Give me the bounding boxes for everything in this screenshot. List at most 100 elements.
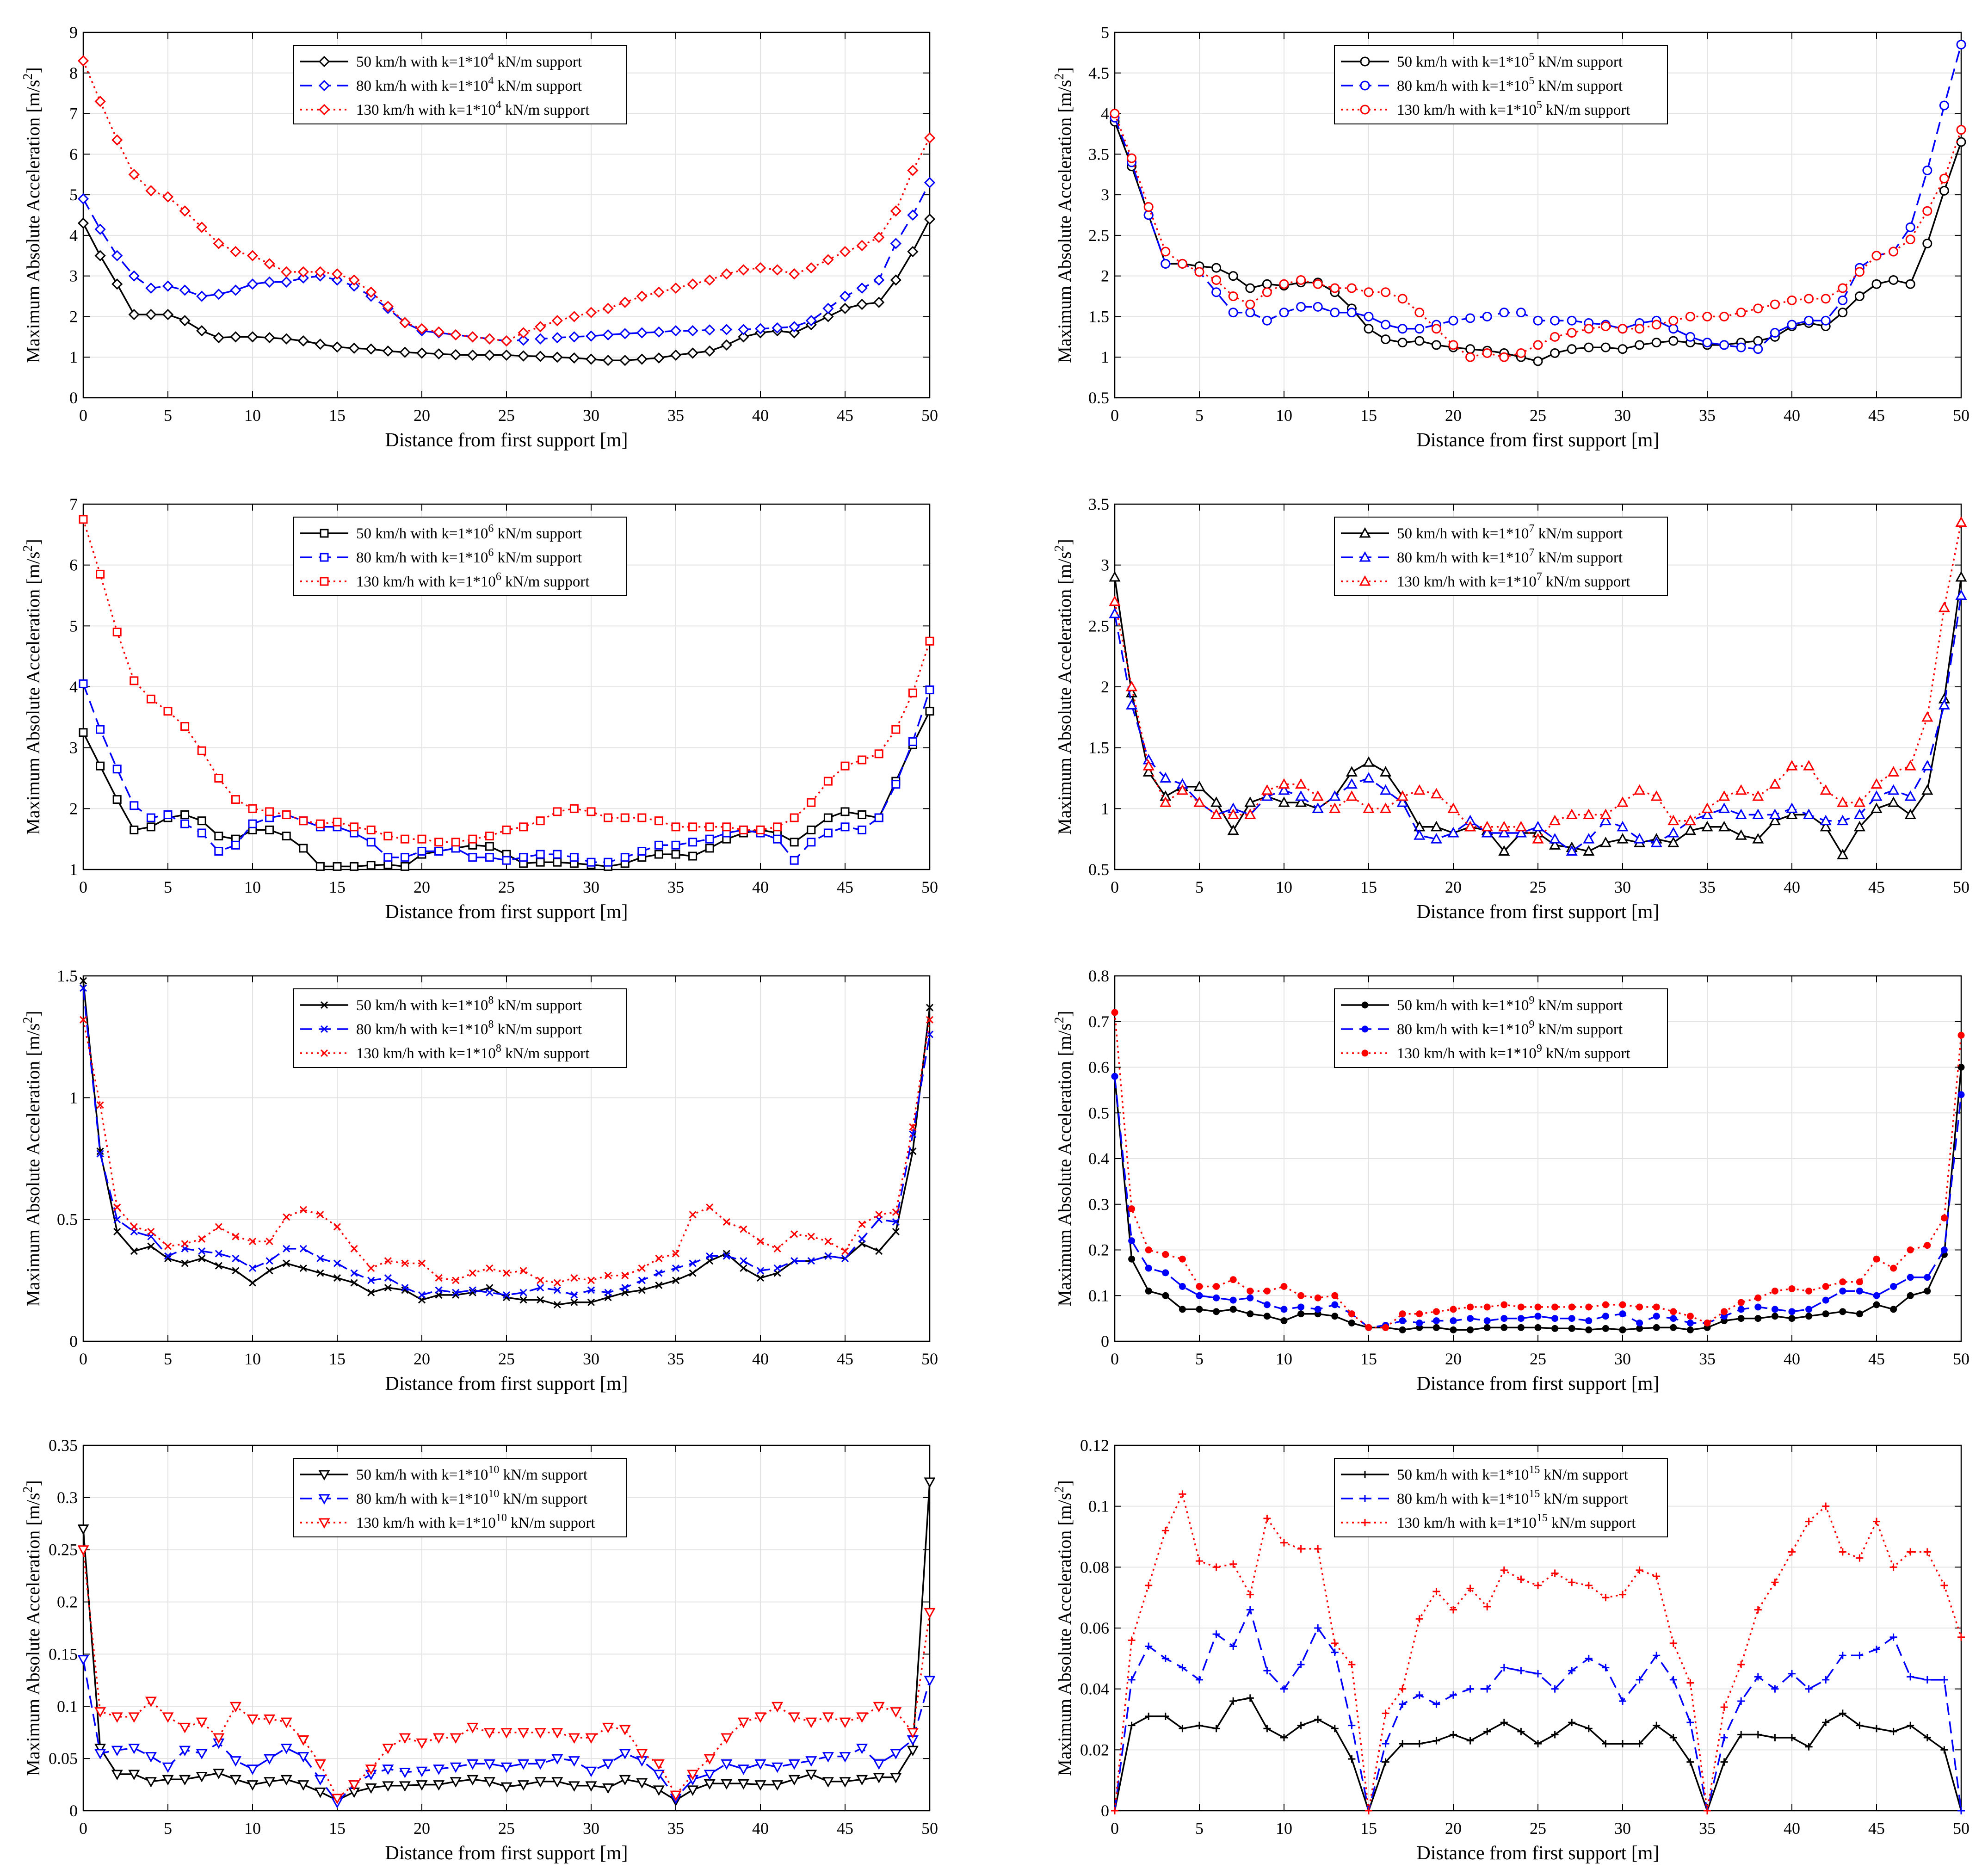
data-point <box>1432 1700 1440 1708</box>
data-point <box>587 1298 595 1306</box>
legend-entry-text: 80 km/h with k=1*10 <box>1397 1491 1529 1507</box>
data-point <box>1213 1294 1220 1302</box>
data-point <box>739 825 748 834</box>
data-point <box>130 1223 138 1231</box>
data-point <box>265 1257 273 1265</box>
data-point <box>247 1780 259 1791</box>
data-point <box>519 822 528 832</box>
data-point <box>706 1203 714 1211</box>
data-point <box>450 1777 462 1788</box>
data-point <box>1550 348 1560 358</box>
data-point <box>1465 352 1476 362</box>
data-point <box>1635 324 1645 334</box>
data-point <box>756 1267 765 1275</box>
legend-entry-sup: 6 <box>488 547 494 559</box>
data-point <box>1821 294 1831 304</box>
data-point <box>1126 699 1138 709</box>
x-tick-label: 15 <box>1360 406 1377 425</box>
data-point <box>856 240 868 251</box>
data-point <box>1856 1310 1863 1318</box>
data-point <box>1754 1606 1762 1614</box>
data-point <box>96 569 105 579</box>
legend-entry: 50 km/h with k=1*108 kN/m support <box>356 994 582 1014</box>
data-point <box>1348 1721 1356 1729</box>
y-tick-label: 2 <box>69 799 78 818</box>
data-point <box>1414 829 1426 840</box>
data-point <box>807 825 816 834</box>
data-point <box>687 1770 699 1781</box>
data-point <box>1517 1727 1525 1735</box>
data-point <box>1854 267 1865 277</box>
data-point <box>78 217 89 229</box>
data-point <box>232 1267 240 1275</box>
data-point <box>1873 1292 1880 1299</box>
data-point <box>130 1247 138 1255</box>
data-point <box>1297 1292 1305 1299</box>
data-point <box>1921 784 1933 795</box>
y-tick-label: 0.1 <box>1088 1497 1109 1516</box>
y-tick-label: 8 <box>69 64 78 82</box>
legend-entry-sup: 10 <box>496 1512 507 1524</box>
data-point <box>1228 308 1238 318</box>
data-point <box>1179 1725 1186 1733</box>
data-point <box>1636 1303 1643 1311</box>
data-point <box>721 1733 733 1744</box>
data-point <box>688 822 698 832</box>
data-point <box>807 798 816 807</box>
data-point <box>214 774 223 783</box>
data-point <box>585 1766 597 1777</box>
data-point <box>754 262 766 274</box>
x-tick-label: 0 <box>1111 1819 1119 1838</box>
legend-marker <box>1361 1001 1369 1009</box>
x-tick-label: 20 <box>414 406 430 425</box>
data-point <box>1246 1694 1254 1702</box>
y-tick-label: 9 <box>69 23 78 42</box>
data-point <box>1450 1317 1457 1325</box>
data-point <box>1583 808 1595 819</box>
data-point <box>1653 1721 1661 1729</box>
data-point <box>145 185 157 197</box>
data-point <box>1940 1214 1948 1221</box>
data-point <box>1348 1310 1355 1318</box>
data-point <box>737 1779 749 1790</box>
data-point <box>1499 308 1509 318</box>
data-point <box>1551 1325 1559 1332</box>
data-point <box>1415 1691 1423 1699</box>
legend-entry-sup: 7 <box>1529 523 1534 535</box>
data-point <box>1483 1603 1491 1610</box>
data-point <box>229 1756 241 1767</box>
data-point <box>196 1749 208 1759</box>
data-point <box>111 250 123 261</box>
x-tick-label: 50 <box>1953 1819 1969 1838</box>
y-tick-label: 3 <box>1101 556 1109 574</box>
data-point <box>1599 814 1611 826</box>
data-point <box>416 323 428 334</box>
data-point <box>179 315 191 327</box>
data-point <box>535 321 546 333</box>
x-tick-label: 25 <box>498 878 515 896</box>
data-point <box>822 302 834 315</box>
legend-marker <box>1359 551 1371 562</box>
data-point <box>1940 1581 1948 1589</box>
x-tick-label: 5 <box>1195 1350 1204 1368</box>
data-point <box>1128 1237 1136 1245</box>
data-point <box>96 1101 104 1109</box>
data-point <box>754 1759 766 1770</box>
data-point <box>1873 1255 1880 1263</box>
data-point <box>79 679 88 688</box>
data-point <box>128 1712 140 1723</box>
legend-marker <box>318 1470 330 1481</box>
y-tick-label: 3 <box>1101 185 1109 204</box>
data-point <box>1568 1315 1575 1322</box>
data-point <box>213 1769 225 1779</box>
data-point <box>1737 1697 1745 1705</box>
data-point <box>1382 1709 1389 1717</box>
data-point <box>1821 315 1831 326</box>
y-tick-label: 0 <box>69 1801 78 1820</box>
data-point <box>367 1264 375 1272</box>
data-point <box>316 1254 324 1262</box>
data-point <box>1280 1283 1288 1290</box>
legend-entry-text: 80 km/h with k=1*10 <box>1397 1021 1529 1038</box>
